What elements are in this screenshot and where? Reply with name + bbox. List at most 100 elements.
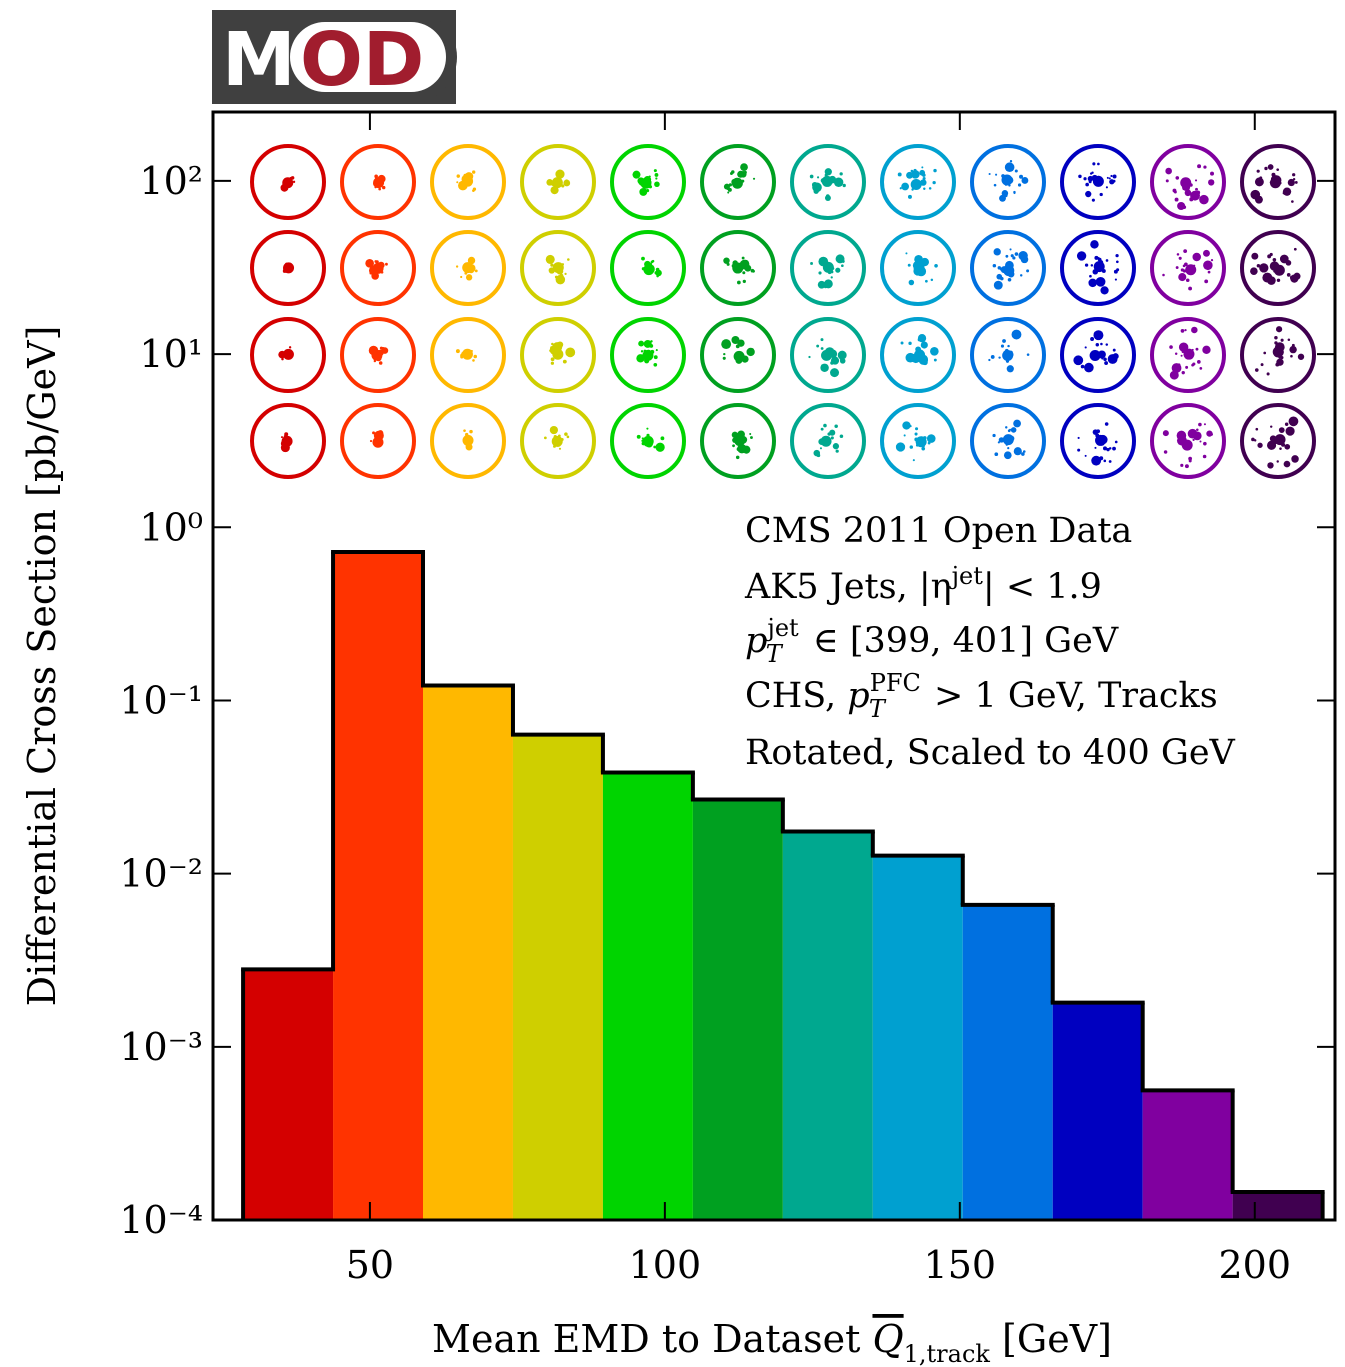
jet-particle bbox=[818, 438, 825, 445]
jet-particle bbox=[906, 356, 909, 359]
jet-particle bbox=[988, 172, 991, 176]
jet-particle bbox=[549, 349, 552, 352]
jet-particle bbox=[463, 354, 467, 357]
jet-particle bbox=[1014, 451, 1018, 455]
jet-particle bbox=[1162, 430, 1169, 437]
jet-particle bbox=[901, 182, 910, 191]
jet-particle bbox=[1089, 350, 1101, 362]
jet-particle bbox=[1112, 174, 1117, 179]
jet-particle bbox=[912, 459, 915, 462]
jet-particle bbox=[282, 348, 294, 360]
jet-particle bbox=[1005, 426, 1008, 429]
jet-particle bbox=[731, 335, 740, 345]
jet-particle bbox=[731, 431, 739, 439]
jet-particle bbox=[1250, 267, 1258, 276]
jet-particle bbox=[1091, 455, 1102, 466]
jet-particle bbox=[1175, 266, 1179, 270]
jet-particle bbox=[1188, 286, 1193, 291]
jet-particle bbox=[1193, 264, 1196, 267]
jet-particle bbox=[545, 254, 555, 264]
jet-particle bbox=[1097, 257, 1102, 262]
jet-particle bbox=[1287, 338, 1291, 341]
jet-particle bbox=[741, 179, 745, 183]
jet-particle bbox=[1076, 251, 1087, 261]
jet-particle bbox=[922, 358, 925, 361]
jet-particle bbox=[470, 349, 473, 353]
jet-particle bbox=[1099, 263, 1104, 268]
jet-ring bbox=[790, 144, 866, 220]
jet-particle bbox=[990, 355, 995, 359]
jet-particle bbox=[1073, 355, 1084, 366]
jet-particle bbox=[1116, 260, 1119, 264]
jet-particle bbox=[649, 343, 654, 348]
jet-particle bbox=[813, 449, 821, 457]
jet-particle bbox=[653, 355, 658, 360]
jet-particle bbox=[1005, 359, 1010, 363]
jet-particle bbox=[280, 350, 285, 355]
jet-particle bbox=[735, 344, 740, 349]
jet-particle bbox=[988, 358, 991, 362]
jet-particle bbox=[1100, 441, 1105, 446]
jet-particle bbox=[465, 274, 473, 281]
jet-particle bbox=[735, 357, 743, 364]
jet-particle bbox=[1090, 264, 1094, 267]
jet-particle bbox=[1094, 255, 1099, 260]
jet-ring bbox=[790, 403, 866, 479]
jet-particle bbox=[830, 276, 833, 279]
jet-particle bbox=[810, 262, 813, 265]
jet-particle bbox=[377, 174, 386, 183]
jet-particle bbox=[1297, 353, 1305, 360]
jet-particle bbox=[1003, 193, 1008, 198]
jet-particle bbox=[1185, 278, 1190, 283]
jet-particle bbox=[1102, 446, 1107, 451]
jet-particle bbox=[902, 421, 911, 430]
jet-particle bbox=[820, 177, 826, 184]
jet-particle bbox=[1084, 454, 1087, 457]
jet-particle bbox=[283, 434, 288, 439]
jet-particle bbox=[1174, 197, 1179, 202]
jet-particle bbox=[1108, 177, 1111, 180]
jet-particle bbox=[654, 173, 659, 177]
jet-particle bbox=[373, 359, 377, 363]
jet-particle bbox=[456, 174, 460, 178]
jet-particle bbox=[1178, 342, 1189, 352]
jet-particle bbox=[465, 443, 473, 451]
jet-particle bbox=[1097, 350, 1106, 359]
jet-particle bbox=[1287, 178, 1295, 187]
jet-particle bbox=[1267, 462, 1274, 469]
jet-ring bbox=[790, 317, 866, 393]
jet-ring bbox=[430, 144, 506, 220]
jet-particle bbox=[829, 181, 832, 185]
jet-ring bbox=[340, 144, 416, 220]
y-tick-label: 10⁻³ bbox=[119, 1025, 203, 1069]
jet-particle bbox=[1084, 362, 1094, 373]
jet-particle bbox=[808, 355, 811, 359]
jet-particle bbox=[641, 441, 646, 446]
jet-particle bbox=[1292, 173, 1296, 177]
jet-ring bbox=[1060, 144, 1136, 220]
jet-ring bbox=[1240, 317, 1316, 393]
jet-particle bbox=[655, 177, 658, 180]
jet-particle bbox=[560, 437, 564, 441]
jet-particle bbox=[464, 440, 468, 444]
jet-particle bbox=[1207, 270, 1211, 274]
jet-ring bbox=[520, 144, 596, 220]
jet-particle bbox=[918, 436, 926, 444]
jet-particle bbox=[377, 261, 385, 269]
bar bbox=[1142, 1090, 1233, 1220]
jet-ring bbox=[970, 317, 1046, 393]
jet-particle bbox=[655, 442, 665, 452]
jet-particle bbox=[1020, 255, 1029, 264]
annotation-text: CMS 2011 Open Data bbox=[745, 511, 1132, 551]
jet-particle bbox=[915, 427, 919, 431]
jet-particle bbox=[1256, 263, 1261, 268]
bar bbox=[872, 855, 963, 1220]
jet-particle bbox=[638, 340, 645, 347]
jet-particle bbox=[1180, 329, 1185, 333]
jet-particle bbox=[1114, 278, 1117, 281]
jet-particle bbox=[997, 266, 1002, 270]
jet-ring bbox=[1060, 403, 1136, 479]
annotation-text: ∈ [399, 401] GeV bbox=[802, 621, 1119, 661]
jet-ring bbox=[880, 144, 956, 220]
jet-particle bbox=[731, 170, 735, 174]
